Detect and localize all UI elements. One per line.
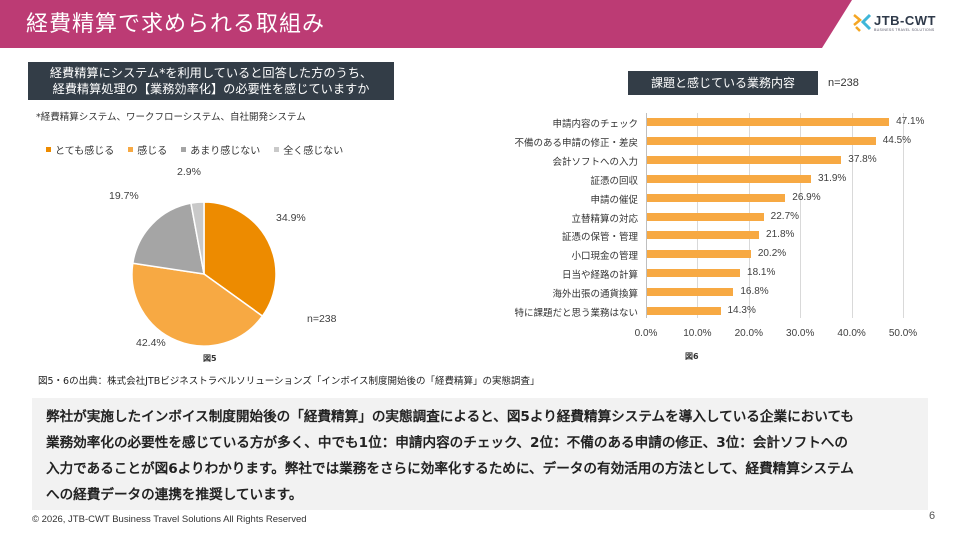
logo-mark-icon [853,13,872,32]
bar [647,155,842,164]
legend-item: 全く感じない [274,142,343,157]
legend-swatch [181,147,187,152]
bar-n-label: n=238 [828,77,859,89]
bar-value-label: 18.1% [747,267,776,279]
legend-label: とても感じる [55,146,115,157]
bar [647,269,741,278]
summary-line: への経費データの連携を推奨しています。 [46,487,303,503]
pie-value-label: 2.9% [177,166,201,178]
category-label: 小口現金の管理 [571,251,638,263]
source-citation: 図5・6の出典：株式会社JTBビジネストラベルソリューションズ「インボイス制度開… [38,376,540,387]
bar [647,193,786,202]
legend-label: 全く感じない [283,146,344,157]
bar [647,118,890,126]
bar-value-label: 22.7% [770,210,800,222]
header-banner: 経費精算で求められる取組み JTB-CWT BUSINESS TRAVEL SO… [0,0,960,48]
question-line-1: 経費精算にシステム*を利用していると回答した方のうち、 [49,66,373,80]
category-label: 海外出張の通貨換算 [552,289,638,301]
category-label: 立替精算の対応 [571,213,638,225]
summary-line: 弊社が実施したインボイス制度開始後の「経費精算」の実態調査によると、図5より経費… [46,409,854,425]
gridline [800,113,802,318]
legend-label: あまり感じない [190,146,261,157]
summary-box: 弊社が実施したインボイス制度開始後の「経費精算」の実態調査によると、図5より経費… [32,398,928,510]
bar [647,174,811,183]
bar-value-label: 44.5% [882,134,912,146]
bar-value-label: 26.9% [792,191,821,203]
pie-value-label: 42.4% [136,337,166,349]
x-tick-label: 50.0% [888,328,918,339]
bar-value-label: 14.3% [727,305,756,316]
category-label: 申請内容のチェック [552,119,638,130]
logo-tagline: BUSINESS TRAVEL SOLUTIONS [874,28,935,32]
system-footnote: *経費精算システム、ワークフローシステム、自社開発システム [36,112,306,123]
header-background [0,0,852,48]
pie-slice [131,202,205,275]
pie-slice [203,201,277,318]
question-line-2: 経費精算処理の【業務効率化】の必要性を感じていますか [52,82,370,96]
bar [647,288,734,297]
bar-value-label: 31.9% [817,172,847,184]
category-label: 日当や経路の計算 [561,270,638,282]
bar-value-label: 21.8% [766,229,795,241]
category-label: 不備のある申請の修正・差戻 [514,137,638,149]
legend-item: 感じる [128,142,167,157]
x-tick-label: 40.0% [837,328,866,339]
legend-label: 感じる [137,146,168,157]
legend-swatch [46,147,51,152]
legend-swatch [128,147,134,152]
copyright: © 2026, JTB-CWT Business Travel Solution… [32,514,307,525]
pie-slice [190,201,205,275]
company-logo: JTB-CWT BUSINESS TRAVEL SOLUTIONS [852,12,952,36]
bar-value-label: 37.8% [848,153,877,165]
category-label: 特に課題だと思う業務はない [514,308,638,319]
summary-line: 入力であることが図6よりわかります。弊社では業務をさらに効率化するために、データ… [46,461,854,477]
bar [647,307,721,315]
logo-wordmark: JTB-CWT [874,13,936,28]
page-title: 経費精算で求められる取組み [26,12,326,37]
legend-swatch [274,147,280,152]
x-tick-label: 20.0% [734,328,763,339]
bar-value-label: 47.1% [896,116,925,127]
bar [647,212,764,221]
legend-item: とても感じる [46,142,114,157]
pie-chart [131,201,277,347]
gridline [851,113,853,318]
pie-slice [131,262,264,347]
bar-value-label: 20.2% [757,248,787,260]
x-tick-label: 30.0% [786,328,815,339]
x-tick-label: 0.0% [634,328,658,339]
figure-6-label: 図6 [685,352,699,361]
pie-value-label: 19.7% [109,190,139,202]
category-label: 申請の催促 [590,194,638,206]
category-label: 証憑の回収 [590,175,638,187]
bar [647,136,876,145]
summary-line: 業務効率化の必要性を感じている方が多く、中でも1位：申請内容のチェック、2位：不… [46,435,848,451]
bar-chart-title: 課題と感じている業務内容 [628,71,818,95]
gridline [646,113,647,318]
pie-legend: とても感じる 感じる あまり感じない 全く感じない [46,142,343,157]
category-label: 会計ソフトへの入力 [552,156,638,168]
figure-5-label: 図5 [203,354,217,363]
page-number: 6 [929,510,936,522]
pie-value-label: 34.9% [276,212,306,224]
legend-item: あまり感じない [181,142,260,157]
bar [647,231,760,240]
gridline [903,113,904,318]
bar [647,250,751,259]
bar-value-label: 16.8% [740,286,769,298]
pie-question-box: 経費精算にシステム*を利用していると回答した方のうち、 経費精算処理の【業務効率… [28,62,394,100]
category-label: 証憑の保管・管理 [561,232,638,244]
x-tick-label: 10.0% [683,328,712,339]
pie-n-label: n=238 [307,313,337,325]
